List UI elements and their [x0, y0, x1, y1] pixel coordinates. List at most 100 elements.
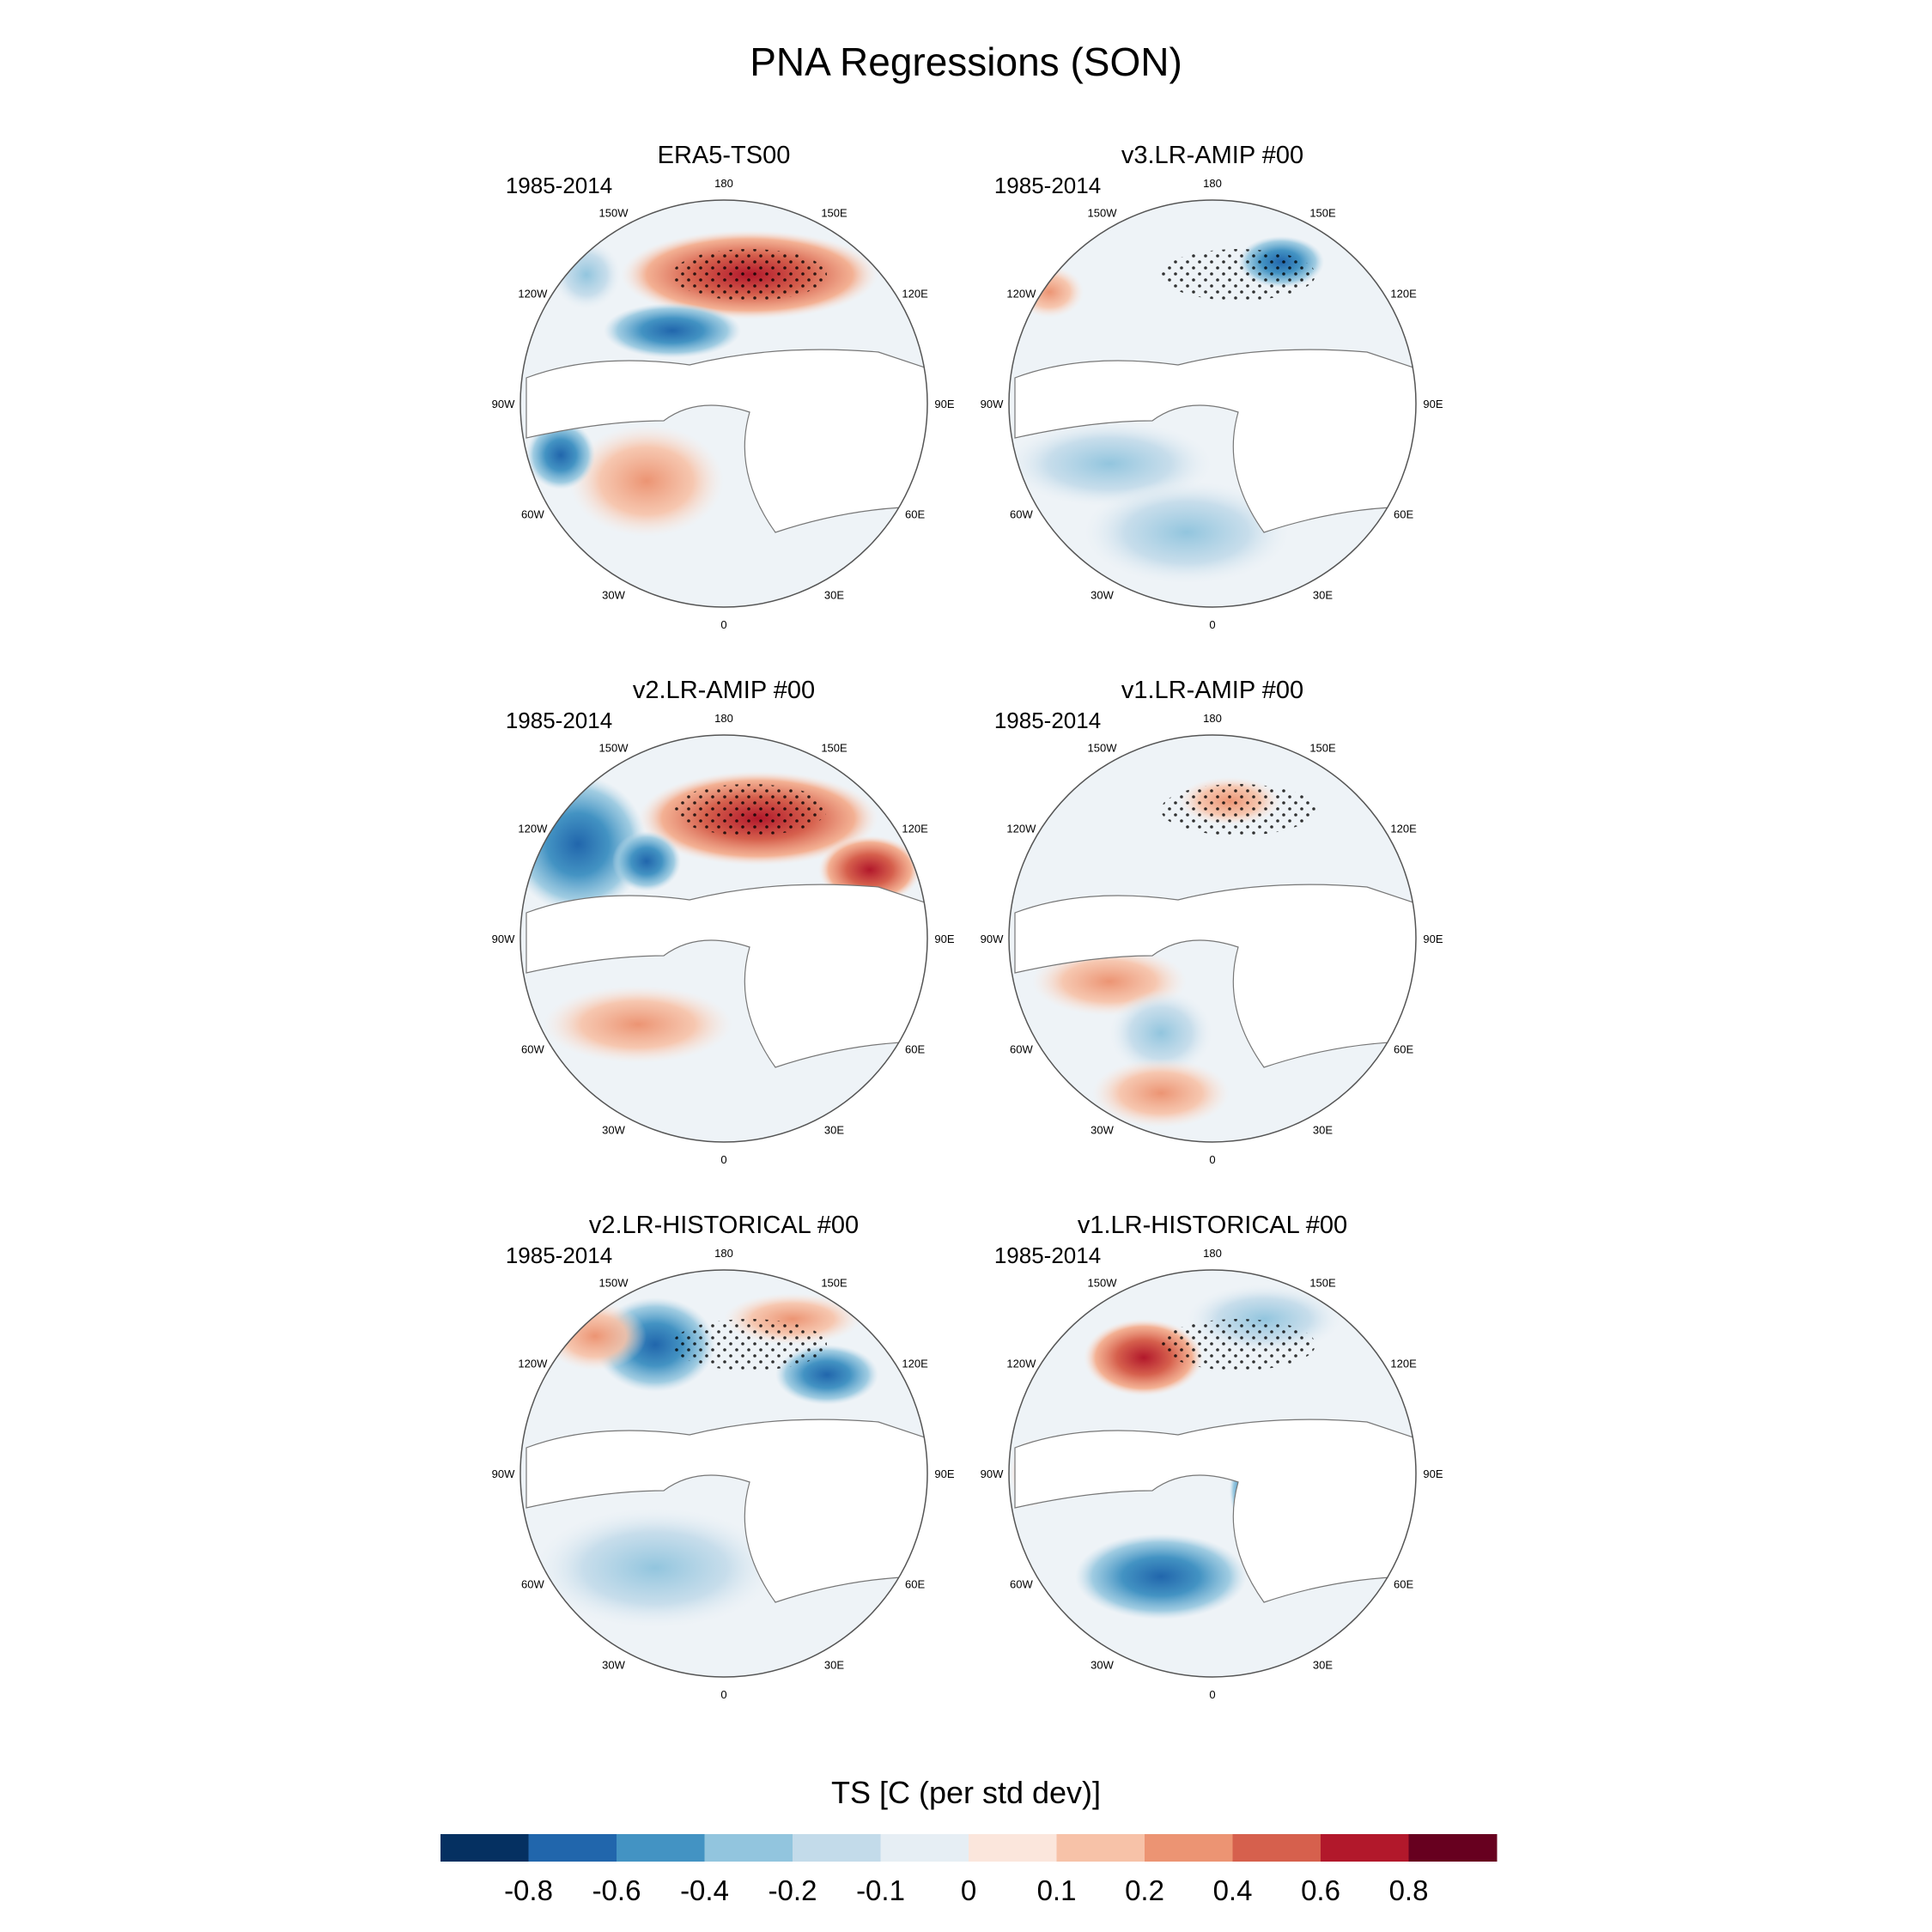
anomaly-region — [612, 831, 681, 891]
longitude-label: 90E — [1423, 398, 1443, 410]
longitude-label: 90W — [492, 398, 515, 410]
colorbar-box — [969, 1834, 1057, 1862]
colorbar-tick-label: 0.4 — [1213, 1874, 1253, 1906]
colorbar-box — [880, 1834, 969, 1862]
panel-title: ERA5-TS00 — [658, 142, 791, 169]
map-boundary — [519, 1269, 928, 1678]
longitude-label: 180 — [1203, 712, 1222, 725]
longitude-label: 120W — [518, 288, 548, 301]
longitude-label: 90W — [981, 398, 1004, 410]
significance-stipple — [1161, 249, 1315, 301]
longitude-label: 90E — [934, 933, 954, 945]
longitude-label: 30E — [1313, 1124, 1333, 1137]
colorbar-tick-label: -0.6 — [592, 1874, 641, 1906]
anomaly-region — [526, 421, 595, 489]
map-boundary — [519, 734, 928, 1143]
anomaly-region — [544, 1302, 647, 1370]
longitude-label: 90E — [934, 1467, 954, 1480]
longitude-label: 120W — [1006, 1358, 1036, 1370]
panel-title: v2.LR-AMIP #00 — [633, 677, 815, 704]
longitude-label: 150W — [599, 206, 629, 219]
land-mask — [526, 1419, 927, 1603]
longitude-label: 120E — [902, 1358, 928, 1370]
anomaly-region — [535, 1508, 775, 1628]
anomaly-region — [552, 240, 621, 309]
map-field — [526, 230, 927, 537]
longitude-label: 180 — [1203, 1247, 1222, 1260]
panel-title: v1.LR-HISTORICAL #00 — [1078, 1212, 1347, 1239]
longitude-label: 150E — [1309, 741, 1336, 754]
longitude-label: 60W — [521, 508, 544, 521]
longitude-label: 0 — [720, 1688, 726, 1701]
colorbar-box — [1145, 1834, 1233, 1862]
significance-stipple — [1161, 1319, 1315, 1370]
longitude-label: 30W — [602, 1124, 625, 1137]
map-panel: 180 150E 120E 90E 60E 30E 0 30W 60W 90W 120W 150W v3… — [981, 142, 1443, 631]
colorbar-tick-label: -0.4 — [680, 1874, 729, 1906]
longitude-label: 60W — [1010, 1043, 1033, 1056]
longitude-label: 60E — [905, 508, 925, 521]
longitude-label: 60E — [1394, 1043, 1413, 1056]
longitude-label: 150E — [1309, 206, 1336, 219]
map-boundary — [1008, 199, 1417, 608]
colorbar-tick-label: -0.2 — [769, 1874, 817, 1906]
anomaly-region — [1109, 990, 1212, 1076]
colorbar-boxes — [440, 1834, 1498, 1862]
significance-stipple — [672, 784, 827, 835]
significance-stipple — [1161, 784, 1315, 835]
longitude-label: 60W — [1010, 1578, 1033, 1591]
panel-title: v3.LR-AMIP #00 — [1121, 142, 1303, 169]
longitude-label: 0 — [720, 618, 726, 631]
longitude-label: 150W — [599, 1276, 629, 1289]
panel-period: 1985-2014 — [994, 1242, 1101, 1268]
longitude-label: 60E — [1394, 508, 1413, 521]
anomaly-region — [1084, 481, 1290, 584]
colorbar-tick-label: 0.6 — [1301, 1874, 1340, 1906]
longitude-label: 180 — [714, 712, 733, 725]
significance-stipple — [672, 1319, 827, 1370]
panels: 180 150E 120E 90E 60E 30E 0 30W 60W 90W 120W 150W ER… — [492, 142, 1443, 1701]
longitude-label: 120W — [518, 823, 548, 835]
longitude-label: 90E — [934, 398, 954, 410]
map-panel: 180 150E 120E 90E 60E 30E 0 30W 60W 90W 120W 150W ER… — [492, 142, 955, 631]
longitude-label: 150E — [821, 206, 848, 219]
longitude-label: 150E — [1309, 1276, 1336, 1289]
longitude-label: 120W — [1006, 288, 1036, 301]
longitude-label: 150E — [821, 741, 848, 754]
colorbar-box — [440, 1834, 529, 1862]
anomaly-region — [1092, 1059, 1230, 1127]
map-boundary — [519, 199, 928, 608]
panel-period: 1985-2014 — [506, 1242, 612, 1268]
colorbar-box — [1321, 1834, 1409, 1862]
main-title: PNA Regressions (SON) — [750, 39, 1182, 84]
colorbar-tick-label: -0.8 — [504, 1874, 553, 1906]
longitude-label: 90E — [1423, 933, 1443, 945]
longitude-label: 30E — [824, 589, 844, 602]
anomaly-region — [544, 986, 732, 1063]
panel-title: v1.LR-AMIP #00 — [1121, 677, 1303, 704]
colorbar-box — [1408, 1834, 1498, 1862]
longitude-label: 60E — [905, 1578, 925, 1591]
longitude-label: 30E — [824, 1659, 844, 1672]
longitude-label: 150W — [1088, 206, 1118, 219]
colorbar-tick-label: 0.8 — [1389, 1874, 1429, 1906]
longitude-label: 60W — [521, 1043, 544, 1056]
longitude-label: 120E — [1390, 288, 1417, 301]
colorbar-box — [528, 1834, 617, 1862]
longitude-label: 150E — [821, 1276, 848, 1289]
longitude-label: 180 — [1203, 177, 1222, 190]
longitude-label: 30W — [602, 589, 625, 602]
colorbar-tick-label: 0.2 — [1125, 1874, 1164, 1906]
land-mask — [1014, 884, 1416, 1068]
longitude-label: 60W — [1010, 508, 1033, 521]
map-field — [520, 771, 927, 1068]
longitude-label: 90W — [981, 933, 1004, 945]
longitude-label: 90E — [1423, 1467, 1443, 1480]
colorbar-box — [793, 1834, 881, 1862]
map-boundary — [1008, 1269, 1417, 1678]
longitude-label: 150W — [1088, 1276, 1118, 1289]
longitude-label: 180 — [714, 177, 733, 190]
longitude-label: 120E — [902, 823, 928, 835]
longitude-label: 30W — [602, 1659, 625, 1672]
